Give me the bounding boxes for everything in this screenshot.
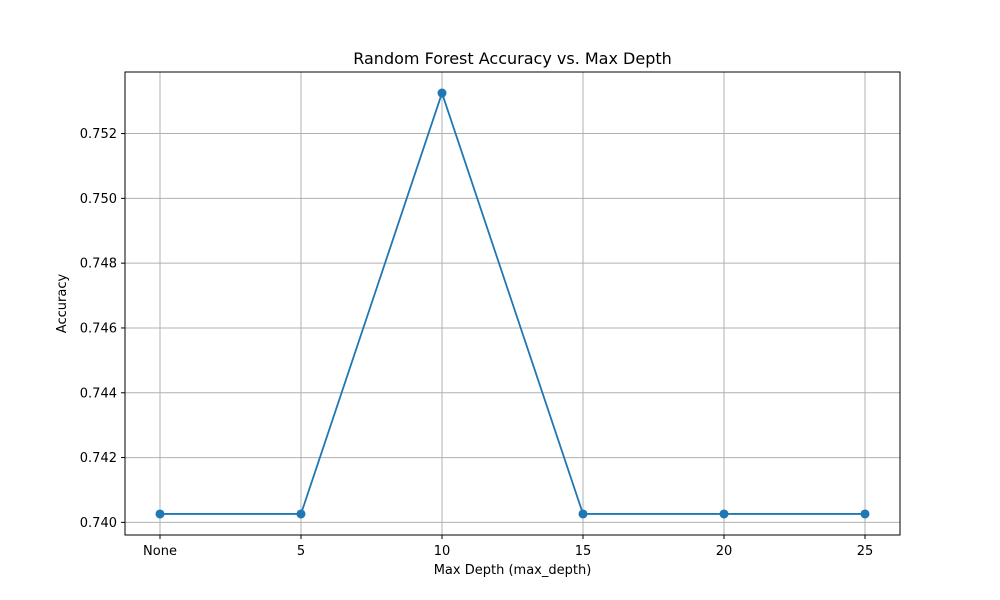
x-tick-label: 5 xyxy=(297,544,305,559)
series-markers xyxy=(155,88,870,519)
x-tick-label: 10 xyxy=(434,544,451,559)
y-tick-label: 0.746 xyxy=(80,321,117,336)
y-tick-label: 0.744 xyxy=(80,386,117,401)
data-point xyxy=(437,88,447,98)
data-point xyxy=(155,509,165,519)
series-line xyxy=(160,92,865,515)
y-axis-label: Accuracy xyxy=(55,274,70,334)
x-axis-label: Max Depth (max_depth) xyxy=(434,563,592,578)
data-point xyxy=(578,509,588,519)
y-tick-label: 0.742 xyxy=(80,451,117,466)
data-point xyxy=(296,509,306,519)
x-tick-label: 20 xyxy=(716,544,733,559)
x-tick-label: 25 xyxy=(857,544,874,559)
y-tick-label: 0.748 xyxy=(80,257,117,272)
grid-lines xyxy=(125,72,900,535)
x-tick-label: 15 xyxy=(575,544,592,559)
y-tick-label: 0.752 xyxy=(80,127,117,142)
axes-frame xyxy=(124,71,901,536)
x-axis-ticks: None 5 10 15 20 25 xyxy=(143,535,873,559)
data-point xyxy=(860,509,870,519)
x-tick-label: None xyxy=(143,544,177,559)
chart-title: Random Forest Accuracy vs. Max Depth xyxy=(353,49,672,68)
series-lines xyxy=(160,92,865,515)
data-point xyxy=(719,509,729,519)
y-tick-label: 0.740 xyxy=(80,516,117,531)
y-axis-ticks: 0.740 0.742 0.744 0.746 0.748 0.750 0.752 xyxy=(80,127,125,531)
y-tick-label: 0.750 xyxy=(80,192,117,207)
